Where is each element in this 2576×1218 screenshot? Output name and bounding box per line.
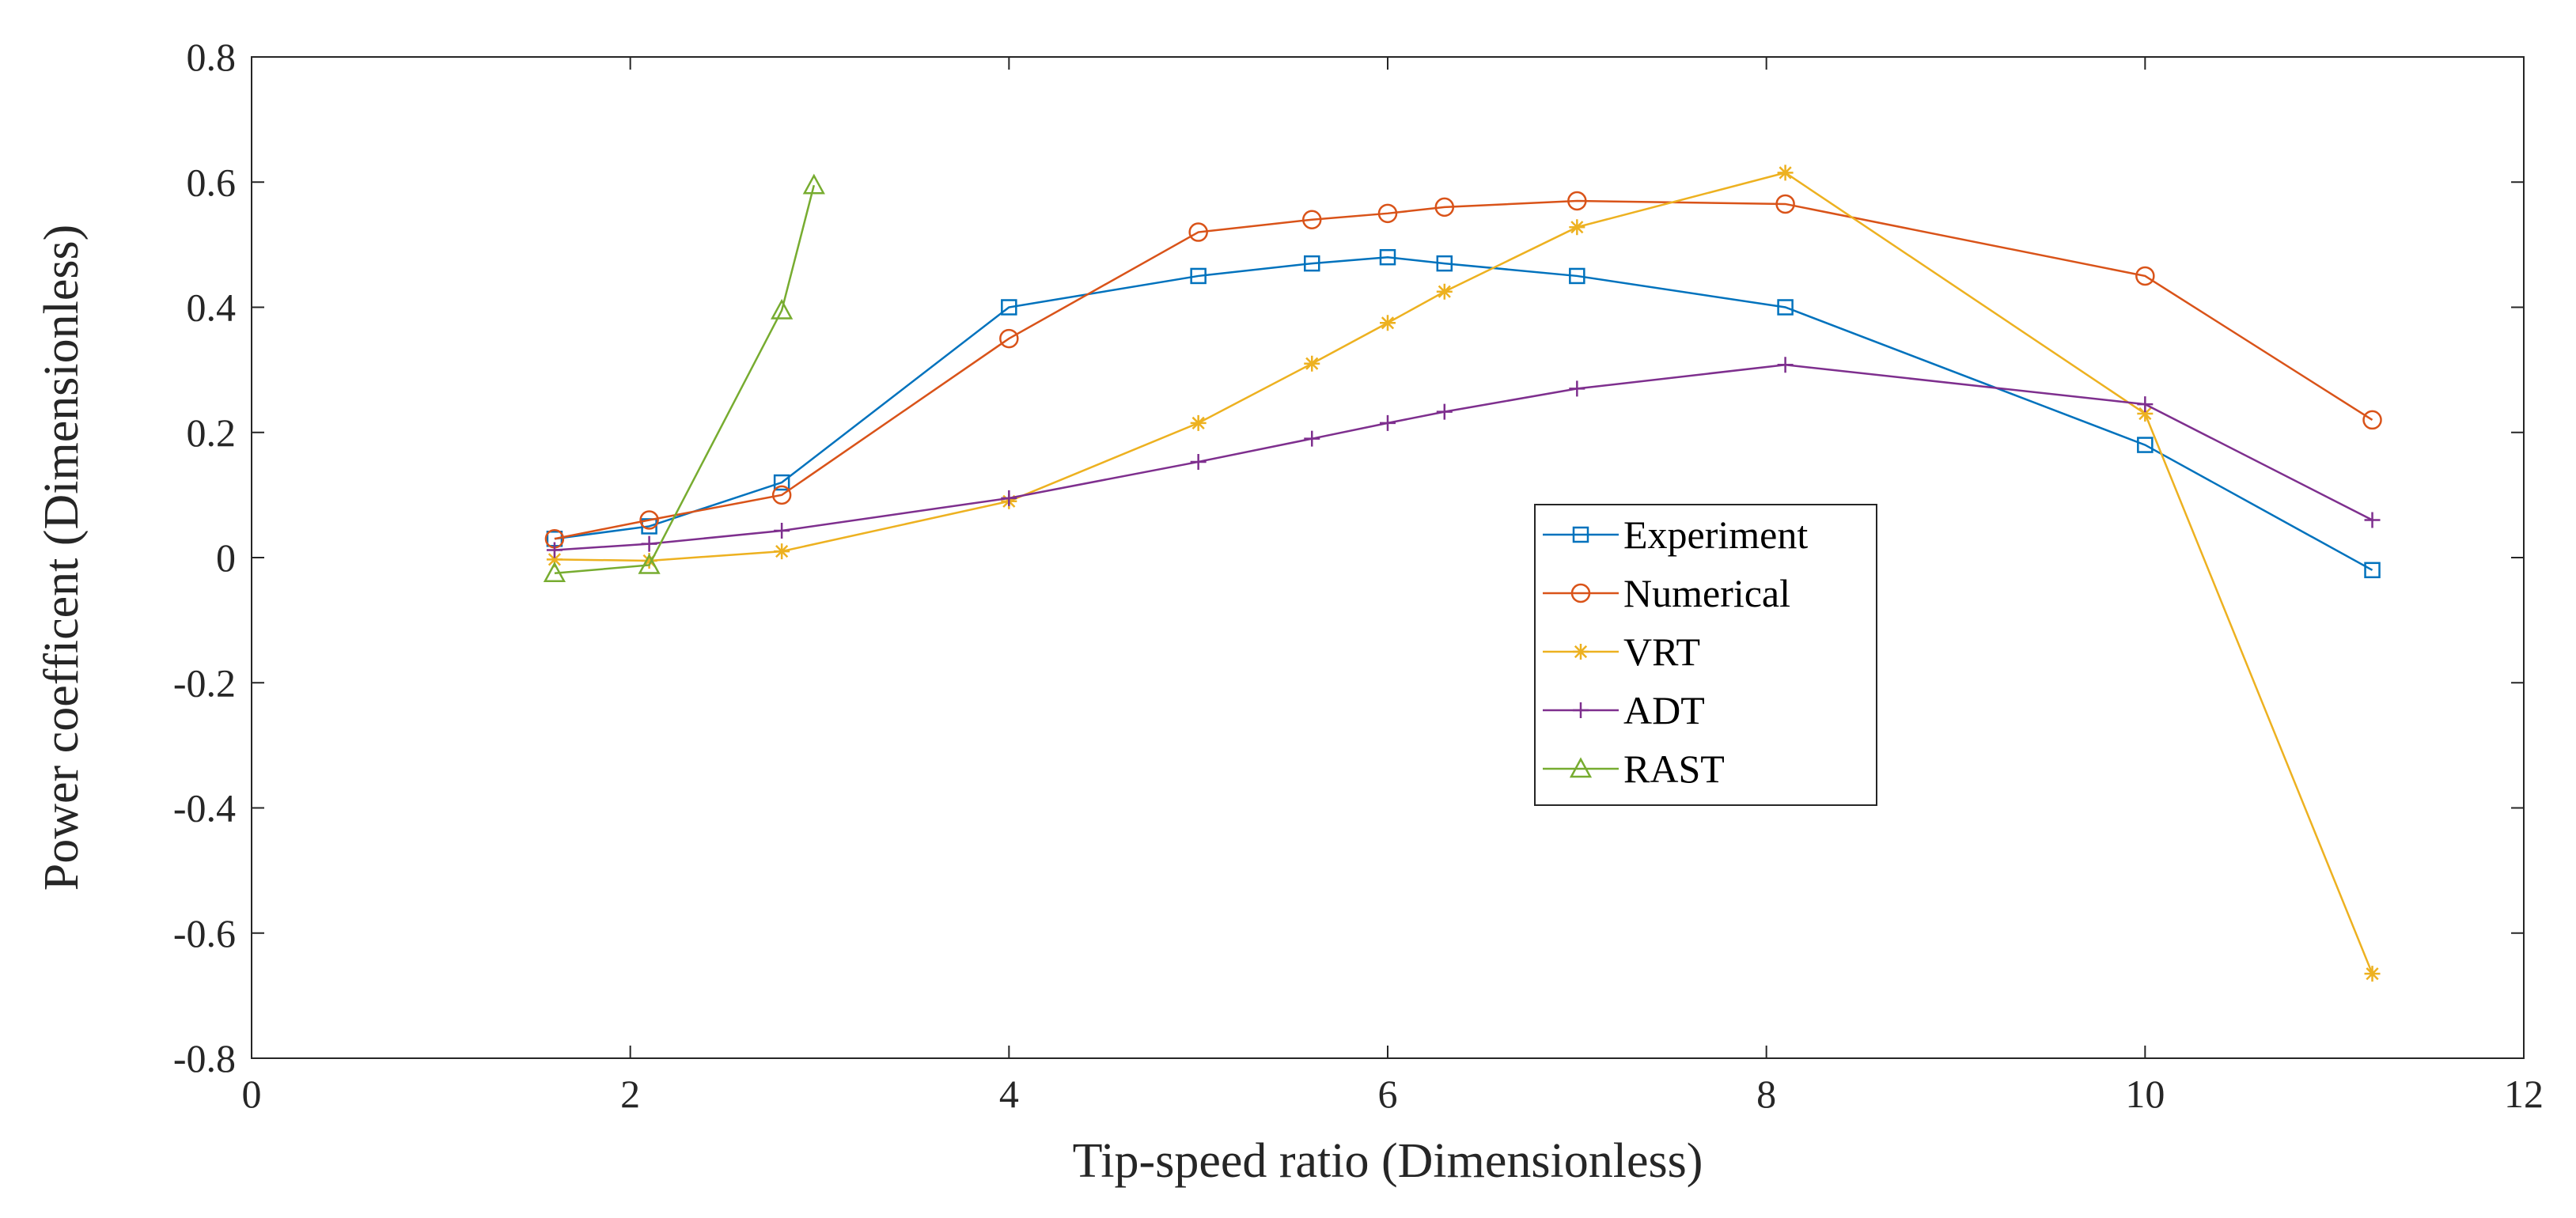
data-point-numerical	[1775, 194, 1795, 214]
data-point-adt	[1569, 380, 1585, 397]
legend-item-experiment: Experiment	[1543, 513, 1808, 557]
x-axis-title: Tip-speed ratio (Dimensionless)	[1073, 1134, 1703, 1188]
series-line-vrt	[554, 172, 2373, 974]
series-vrt	[546, 165, 2381, 982]
series-line-adt	[554, 364, 2373, 551]
data-point-numerical	[1188, 222, 1208, 242]
x-tick-label: 10	[2125, 1072, 2165, 1116]
x-tick-label: 8	[1756, 1072, 1776, 1116]
data-point-numerical	[639, 510, 659, 530]
data-point-experiment	[1569, 267, 1585, 285]
y-tick-label: 0.8	[187, 35, 237, 79]
legend-label: Numerical	[1623, 571, 1790, 615]
data-point-vrt	[1436, 283, 1453, 300]
legend-label: Experiment	[1623, 513, 1808, 557]
data-point-numerical	[1377, 203, 1398, 224]
y-tick-label: 0.4	[187, 286, 237, 330]
data-point-numerical	[1302, 210, 1322, 229]
legend-label: ADT	[1623, 688, 1705, 732]
data-point-experiment	[1001, 299, 1017, 316]
data-point-experiment	[2364, 562, 2381, 579]
data-point-adt	[774, 522, 790, 539]
y-axis-title: Power coefficent (Dimensionless)	[35, 225, 89, 891]
plot-area: 0 2 4 6 8 10 12 -0.8 -0.6 -0.4 -0.2 0 0.2 0.4 0.6 0.8	[173, 35, 2544, 1116]
data-point-vrt	[2137, 406, 2154, 422]
x-tick-label: 6	[1378, 1072, 1398, 1116]
data-point-adt	[1436, 403, 1453, 420]
data-point-rast	[771, 298, 794, 320]
y-tick-label: 0.2	[187, 410, 237, 455]
series-rast	[543, 173, 825, 583]
data-point-experiment	[1379, 248, 1396, 266]
series-adt	[546, 357, 2381, 558]
data-point-numerical	[2135, 266, 2155, 286]
y-tick-label: -0.6	[173, 911, 236, 955]
data-point-vrt	[1569, 219, 1585, 236]
data-point-adt	[1304, 430, 1320, 447]
x-tick-label: 0	[242, 1072, 262, 1116]
data-point-adt	[546, 542, 563, 558]
data-point-vrt	[774, 543, 790, 560]
legend-item-adt: ADT	[1543, 688, 1705, 732]
x-tick-label: 2	[620, 1072, 640, 1116]
data-point-vrt	[641, 552, 657, 569]
x-tick-label: 12	[2504, 1072, 2544, 1116]
data-point-adt	[2364, 512, 2381, 528]
data-point-numerical	[1567, 191, 1587, 211]
data-point-numerical	[2362, 410, 2382, 430]
legend-label: VRT	[1623, 630, 1700, 674]
data-point-vrt	[1304, 355, 1320, 372]
data-point-rast	[543, 562, 566, 583]
y-tick-label: 0.6	[187, 160, 237, 204]
y-tick-label: 0	[216, 535, 236, 580]
data-point-experiment	[1190, 267, 1207, 285]
legend-swatch-marker	[1569, 757, 1593, 778]
data-point-experiment	[1436, 255, 1453, 272]
legend-item-numerical: Numerical	[1543, 571, 1790, 615]
legend-label: RAST	[1623, 747, 1725, 791]
y-tick-label: -0.4	[173, 786, 236, 830]
legend-items: Experiment Numerical VRT ADT RAST	[1543, 513, 1808, 791]
series-line-experiment	[554, 255, 2373, 571]
data-point-adt	[641, 535, 657, 552]
legend-item-vrt: VRT	[1543, 630, 1700, 674]
data-point-experiment	[773, 474, 790, 491]
data-point-vrt	[546, 551, 563, 568]
data-point-rast	[638, 553, 661, 574]
legend-swatch-marker	[1572, 526, 1589, 543]
data-point-adt	[2137, 396, 2154, 413]
data-point-rast	[802, 173, 825, 195]
axis-ticks: 0 2 4 6 8 10 12 -0.8 -0.6 -0.4 -0.2 0 0.2 0.4 0.6 0.8	[173, 35, 2544, 1116]
data-point-experiment	[2137, 437, 2154, 453]
data-point-experiment	[1777, 299, 1794, 316]
data-point-adt	[1190, 453, 1207, 470]
legend-box	[1534, 504, 1877, 806]
x-tick-label: 4	[999, 1072, 1019, 1116]
series-line-numerical	[554, 199, 2373, 540]
data-point-vrt	[1190, 414, 1207, 431]
data-point-adt	[1001, 490, 1017, 506]
data-point-vrt	[2364, 966, 2381, 982]
data-point-numerical	[999, 328, 1019, 349]
data-point-adt	[1777, 357, 1794, 373]
legend: Experiment Numerical VRT ADT RAST	[1534, 504, 1877, 806]
legend-swatch-marker	[1573, 644, 1589, 660]
data-point-numerical	[771, 485, 792, 505]
data-point-adt	[1380, 414, 1396, 431]
data-point-vrt	[1777, 165, 1794, 181]
legend-swatch-marker	[1573, 702, 1589, 718]
data-point-experiment	[1304, 255, 1320, 272]
data-point-vrt	[1380, 315, 1396, 331]
legend-item-rast: RAST	[1543, 747, 1725, 791]
series-layer	[543, 165, 2382, 982]
data-point-numerical	[1434, 197, 1455, 218]
y-tick-label: -0.2	[173, 660, 236, 705]
y-tick-label: -0.8	[173, 1036, 236, 1080]
legend-swatch-marker	[1570, 583, 1591, 603]
series-line-rast	[554, 184, 816, 575]
